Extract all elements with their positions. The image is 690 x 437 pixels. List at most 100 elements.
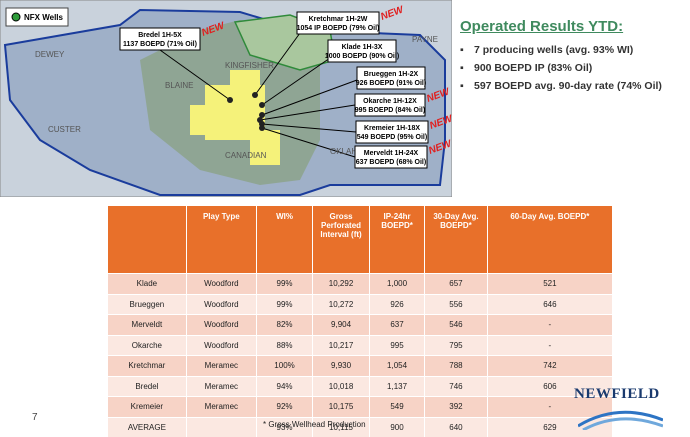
table-cell: 9,904 [312,314,370,336]
table-cell: 88% [255,334,314,356]
well-detail: 995 BOEPD (84% Oil) [355,107,425,114]
header-cell: Play Type [185,205,257,274]
table-cell: 10,175 [312,396,370,418]
table-cell: 10,272 [312,293,370,315]
table-cell: 93% [255,416,314,437]
table-cell: 1,000 [368,273,426,295]
bullet-text: 597 BOEPD avg. 90-day rate (74% Oil) [474,80,662,92]
well-name: Brueggen 1H-2X [364,71,419,78]
table-cell: Woodford [185,293,257,315]
table-cell: - [486,396,614,418]
table-cell: Meramec [185,355,257,377]
well-name: Kremeier 1H-18X [364,125,420,132]
well-name: Merveldt 1H-24X [364,150,419,157]
table-row: Kretchmar Meramec 100% 9,930 1,054 788 742 [107,355,614,377]
table-cell: Kremeier [107,396,187,418]
results-table: Play Type WI% Gross Perforated Interval (f… [107,205,614,437]
logo-mark [578,410,663,430]
bullet-text: 900 BOEPD IP (83% Oil) [474,62,593,74]
table-cell: Brueggen [107,293,187,315]
table-cell: 10,115 [312,416,370,437]
table-cell: 546 [424,314,488,336]
table-cell: Klade [107,273,187,295]
well-name: Kretchmar 1H-2W [309,16,368,23]
table-cell: 10,018 [312,375,370,397]
callout-box [354,93,426,117]
county-label: DEWEY [35,50,65,59]
table-cell [185,416,257,437]
table-cell: 1,054 [368,355,426,377]
table-cell: 9,930 [312,355,370,377]
table-cell: 657 [424,273,488,295]
table-cell: Meramec [185,396,257,418]
table-cell: 606 [486,375,614,397]
page-number: 7 [32,412,38,423]
table-cell: - [486,334,614,356]
bullet: ▪ 900 BOEPD IP (83% Oil) [460,62,593,74]
well-name: Klade 1H-3X [342,44,383,51]
header-cell: Gross Perforated Interval (ft) [312,205,370,274]
table-cell: Okarche [107,334,187,356]
county-label: PAYNE [412,35,438,44]
table-cell: 926 [368,293,426,315]
well-detail: 1054 IP BOEPD (79% Oil) [297,25,380,32]
table-cell: 746 [424,375,488,397]
header-cell: IP-24hr BOEPD* [368,205,426,274]
bullet: ▪ 597 BOEPD avg. 90-day rate (74% Oil) [460,80,662,92]
callout-box [119,27,201,51]
logo: NEWFIELD [574,386,660,402]
table-cell: 92% [255,396,314,418]
header-cell: 60-Day Avg. BOEPD* [486,205,614,274]
table-cell: 1,137 [368,375,426,397]
county-label: CUSTER [48,125,81,134]
header-cell [107,205,187,274]
table-cell: 795 [424,334,488,356]
callout-box [356,66,426,90]
bullet-text: 7 producing wells (avg. 93% WI) [474,44,634,56]
county-label: BLAINE [165,81,193,90]
county-label: OKLAHOMA [330,147,376,156]
well-detail: 549 BOEPD (95% Oil) [357,134,427,141]
table-cell: Woodford [185,273,257,295]
well-name: Bredel 1H-5X [138,32,182,39]
well-name: Okarche 1H-12X [363,98,417,105]
table-cell: 556 [424,293,488,315]
table-cell: Woodford [185,334,257,356]
table-row: Okarche Woodford 88% 10,217 995 795- [107,334,614,356]
table-cell: 100% [255,355,314,377]
results-title: Operated Results YTD: [460,18,624,35]
table-cell: 637 [368,314,426,336]
table-cell: 82% [255,314,314,336]
table-cell: 995 [368,334,426,356]
well-detail: 1000 BOEPD (90% Oil) [325,53,399,60]
well-detail: 637 BOEPD (68% Oil) [356,159,426,166]
table-cell: 94% [255,375,314,397]
table-cell: 10,292 [312,273,370,295]
table-cell: 640 [424,416,488,437]
callout-box [327,39,397,63]
bullet: ▪ 7 producing wells (avg. 93% WI) [460,44,634,56]
table-row: Bredel Meramec 94% 10,018 1,137 746 606 [107,375,614,397]
table-cell: 900 [368,416,426,437]
table-cell: Bredel [107,375,187,397]
table-cell: 549 [368,396,426,418]
table-cell: 10,217 [312,334,370,356]
header-cell: WI% [255,205,314,274]
legend: NFX Wells [24,13,64,22]
table-cell: Meramec [185,375,257,397]
table-cell: Merveldt [107,314,187,336]
table-cell: AVERAGE [107,416,187,437]
table-row: Merveldt Woodford 82% 9,904 637 546- [107,314,614,336]
table-cell: Woodford [185,314,257,336]
well-detail: 1137 BOEPD (71% Oil) [123,41,197,48]
footnote: * Gross Wellhead Production [263,420,366,429]
well-detail: 926 BOEPD (91% Oil) [356,80,426,87]
county-label: CANADIAN [225,151,267,160]
callout-box [296,11,380,35]
table-cell: 521 [486,273,614,295]
callout-box [355,120,429,144]
table-cell: 742 [486,355,614,377]
table-cell: 392 [424,396,488,418]
table-row: Kremeier Meramec 92% 10,175 549 392- [107,396,614,418]
